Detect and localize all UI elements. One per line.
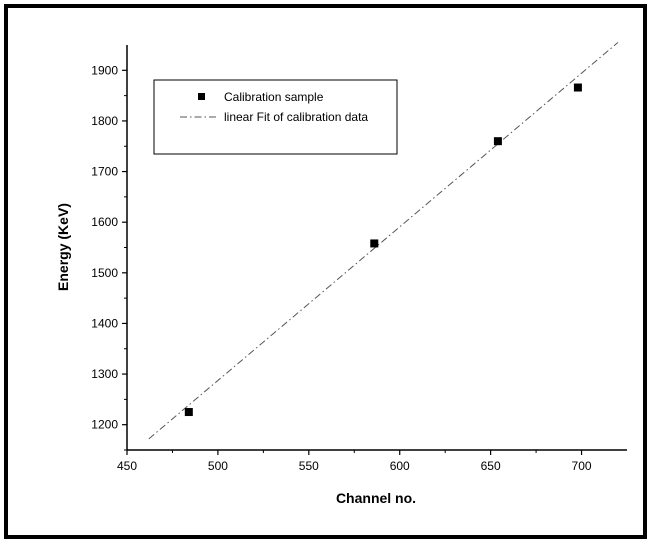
y-tick-label: 1600	[91, 215, 118, 229]
data-point	[370, 239, 379, 248]
y-axis-title: Energy (KeV)	[55, 203, 71, 291]
y-tick-label: 1200	[91, 418, 118, 432]
y-ticks: 1200 1300 1400 1500 1600 1700 1800 1900	[91, 63, 127, 451]
legend: Calibration sample linear Fit of calibra…	[153, 79, 398, 155]
x-tick-label: 600	[390, 459, 410, 473]
y-tick-label: 1400	[91, 316, 118, 330]
x-ticks: 450 500 550 600 650 700	[117, 450, 592, 473]
fit-line	[148, 42, 619, 440]
data-point	[493, 137, 502, 146]
x-tick-label: 550	[299, 459, 319, 473]
y-tick-label: 1900	[91, 63, 118, 77]
legend-label-linear-fit: linear Fit of calibration data	[224, 110, 368, 124]
x-tick-label: 700	[572, 459, 592, 473]
data-point	[573, 83, 582, 92]
y-tick-label: 1500	[91, 266, 118, 280]
x-tick-label: 500	[208, 459, 228, 473]
x-tick-label: 450	[117, 459, 137, 473]
y-tick-label: 1800	[91, 114, 118, 128]
data-point	[184, 408, 193, 417]
legend-marker-calibration-sample	[198, 93, 205, 100]
y-tick-label: 1700	[91, 165, 118, 179]
x-tick-label: 650	[481, 459, 501, 473]
data-points	[184, 83, 582, 417]
legend-label-calibration-sample: Calibration sample	[224, 90, 324, 104]
y-tick-label: 1300	[91, 367, 118, 381]
x-axis-title: Channel no.	[336, 490, 416, 506]
